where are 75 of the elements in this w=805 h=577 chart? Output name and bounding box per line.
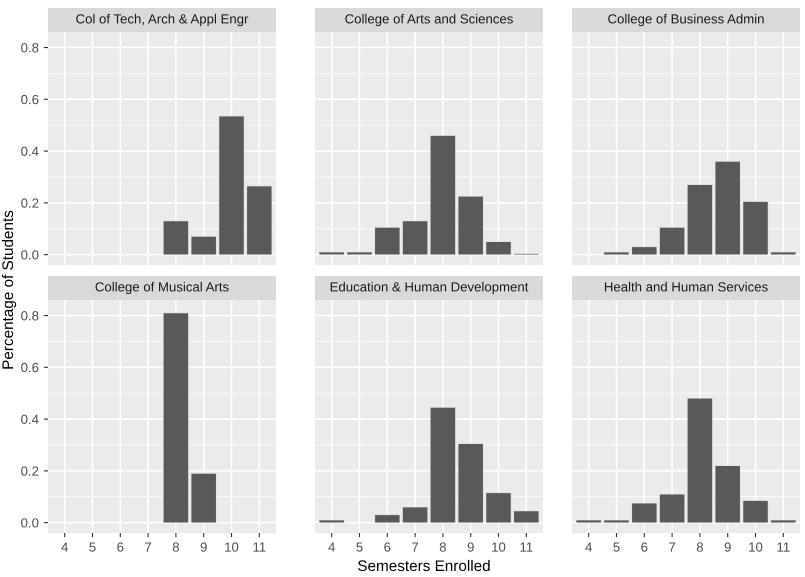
y-tick-label: 0.8 xyxy=(21,311,38,320)
chart-title: Education & Human Development xyxy=(330,282,528,294)
bar xyxy=(402,220,428,255)
x-tick-label: 8 xyxy=(172,542,179,552)
bar xyxy=(346,252,372,255)
bar xyxy=(458,196,484,255)
bar xyxy=(430,135,456,255)
bar xyxy=(659,227,685,255)
y-tick-label: 0.0 xyxy=(21,250,38,260)
y-tick-label: 0.4 xyxy=(21,414,39,424)
x-tick-label: 9 xyxy=(200,542,207,552)
x-tick-label: 4 xyxy=(328,542,335,552)
x-tick-label: 11 xyxy=(253,542,266,552)
x-tick-label: 6 xyxy=(384,542,390,552)
bar xyxy=(318,520,344,523)
bar xyxy=(687,398,713,523)
x-tick-label: 4 xyxy=(61,542,68,552)
x-tick-label: 11 xyxy=(777,542,790,552)
y-tick-label: 0.4 xyxy=(21,146,39,156)
bar xyxy=(770,252,796,255)
x-tick-label: 8 xyxy=(696,542,703,552)
x-tick-label: 6 xyxy=(117,542,124,552)
bar xyxy=(218,116,244,255)
x-tick-label: 11 xyxy=(520,542,533,552)
y-axis-title: Percentage of Students xyxy=(2,210,16,369)
y-tick-label: 0.2 xyxy=(21,198,38,208)
x-tick-label: 5 xyxy=(613,542,620,552)
x-tick-label: 7 xyxy=(145,542,152,552)
bar xyxy=(402,506,428,523)
y-tick-label: 0.6 xyxy=(21,362,38,372)
bar xyxy=(514,510,540,523)
x-tick-label: 10 xyxy=(225,542,238,552)
x-tick-label: 4 xyxy=(585,542,592,552)
bar xyxy=(742,500,768,523)
bar xyxy=(246,186,272,255)
chart-title: College of Arts and Sciences xyxy=(345,14,513,26)
x-tick-label: 9 xyxy=(468,542,474,552)
bar xyxy=(486,241,512,255)
bar xyxy=(318,252,344,255)
bar xyxy=(632,246,658,255)
x-tick-label: 10 xyxy=(749,542,762,552)
bar xyxy=(486,492,512,523)
bar xyxy=(687,184,713,255)
y-tick-label: 0.8 xyxy=(21,43,38,52)
bar xyxy=(430,407,456,523)
bar xyxy=(770,520,796,523)
x-tick-label: 6 xyxy=(641,542,648,552)
bar xyxy=(576,520,602,523)
bar xyxy=(714,161,740,255)
chart-title: College of Musical Arts xyxy=(96,282,229,294)
bar xyxy=(714,465,740,523)
y-tick-label: 0.6 xyxy=(21,94,38,104)
chart-title: College of Business Admin xyxy=(608,14,764,26)
bar xyxy=(604,252,630,255)
x-tick-label: 7 xyxy=(412,542,418,552)
bar xyxy=(458,443,484,523)
bar xyxy=(659,494,685,523)
bar xyxy=(190,236,216,255)
x-axis-title: Semesters Enrolled xyxy=(358,560,490,572)
x-tick-label: 8 xyxy=(440,542,446,552)
bar xyxy=(374,227,400,255)
y-tick-label: 0.0 xyxy=(21,518,38,528)
bar xyxy=(604,520,630,523)
chart-title: Col of Tech, Arch & Appl Engr xyxy=(76,14,248,26)
y-tick-label: 0.2 xyxy=(21,466,38,476)
chart-title: Health and Human Services xyxy=(604,282,768,292)
bar xyxy=(742,201,768,255)
x-tick-label: 9 xyxy=(724,542,731,552)
x-tick-label: 5 xyxy=(89,542,96,552)
bar xyxy=(163,220,189,255)
x-tick-label: 5 xyxy=(356,542,363,552)
x-tick-label: 7 xyxy=(669,542,676,552)
bar xyxy=(374,514,400,523)
x-tick-label: 10 xyxy=(492,542,506,552)
bar xyxy=(632,502,658,523)
